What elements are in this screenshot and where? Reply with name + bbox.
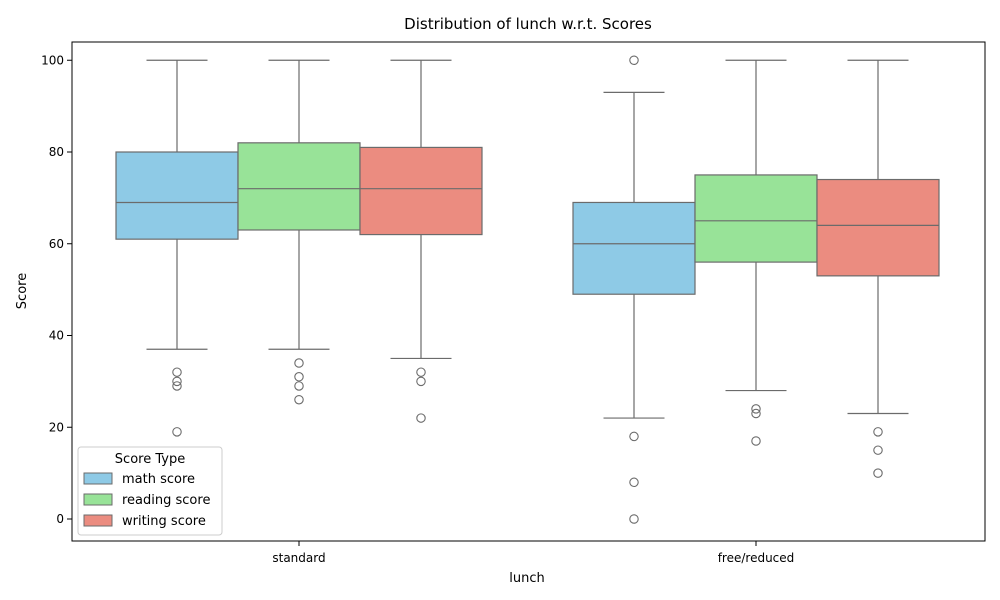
outlier-point (172, 427, 182, 437)
outlier-point (416, 367, 426, 377)
legend-label: writing score (122, 514, 206, 529)
legend: Score Type math score reading score writin… (77, 446, 223, 536)
outlier-point (629, 477, 639, 488)
outlier-point (873, 468, 883, 478)
outlier-point (873, 445, 883, 455)
outlier-point (751, 408, 761, 419)
y-tick-label: 80 (49, 145, 64, 159)
x-tick-label: standard (272, 551, 325, 565)
y-tick-label: 20 (49, 420, 64, 434)
chart-title: Distribution of lunch w.r.t. Scores (404, 15, 652, 33)
outlier-point (873, 427, 883, 437)
x-tick-label: free/reduced (718, 551, 795, 565)
x-axis-title: lunch (509, 571, 544, 586)
outlier-point (416, 413, 426, 423)
legend-swatch (83, 514, 113, 527)
outlier-point (629, 514, 639, 524)
plot-frame (71, 41, 986, 542)
outlier-point (172, 367, 182, 377)
legend-title: Score Type (115, 452, 185, 467)
y-tick-label: 0 (56, 512, 64, 526)
box-iqr (237, 142, 361, 231)
outlier-point (629, 55, 639, 65)
y-axis-title: Score (15, 273, 30, 309)
box-iqr (816, 178, 940, 277)
legend-label: reading score (122, 493, 210, 508)
outlier-point (294, 381, 304, 391)
legend-swatch (83, 493, 113, 506)
outlier-point (416, 376, 426, 387)
y-tick-label: 40 (49, 329, 64, 343)
box-iqr (572, 201, 696, 295)
outlier-point (294, 358, 304, 368)
legend-label: math score (122, 472, 195, 487)
outlier-point (172, 381, 182, 391)
box-iqr (694, 174, 818, 263)
outlier-point (294, 372, 304, 382)
outlier-point (751, 436, 761, 446)
legend-frame (77, 446, 223, 536)
outlier-point (751, 404, 761, 414)
box-iqr (115, 151, 239, 240)
legend-swatch (83, 472, 113, 485)
outlier-point (294, 394, 304, 405)
y-tick-label: 100 (41, 53, 64, 67)
y-tick-label: 60 (49, 237, 64, 251)
box-iqr (359, 146, 483, 236)
outlier-point (172, 376, 182, 387)
outlier-point (629, 431, 639, 442)
plot-area: 0 20 40 60 80 100 standard free/reduced (41, 41, 986, 565)
